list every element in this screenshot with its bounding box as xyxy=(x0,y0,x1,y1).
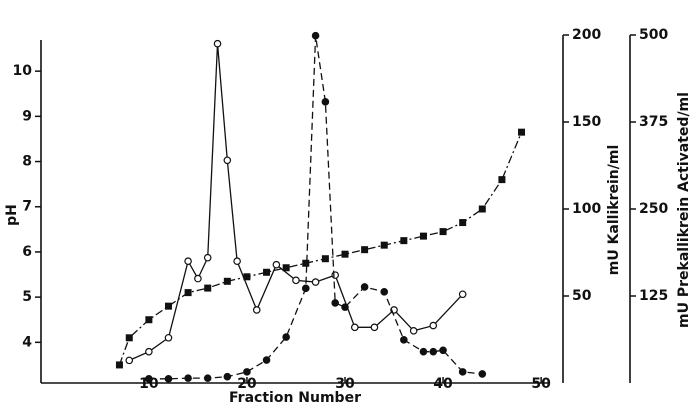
point xyxy=(194,274,202,283)
point xyxy=(439,228,447,236)
point xyxy=(292,276,300,285)
point xyxy=(282,264,290,272)
y2-tick-label: 200 xyxy=(572,27,601,43)
point xyxy=(498,176,506,184)
point xyxy=(409,326,418,335)
point xyxy=(184,289,192,297)
point xyxy=(478,205,486,213)
point xyxy=(184,374,192,382)
point xyxy=(272,260,281,269)
point xyxy=(458,290,467,299)
point xyxy=(321,98,330,106)
y-tick-label: 10 xyxy=(13,63,33,79)
point xyxy=(125,356,134,365)
y-tick-label: 7 xyxy=(22,199,32,215)
point xyxy=(223,277,231,285)
point xyxy=(458,368,467,376)
point xyxy=(429,321,438,330)
y3-axis-label: mU Prekallikrein Activated/ml xyxy=(676,92,692,328)
point xyxy=(145,375,153,383)
point xyxy=(125,334,133,342)
point xyxy=(115,361,123,369)
y3-tick-label: 125 xyxy=(639,288,668,304)
point xyxy=(213,39,222,48)
point xyxy=(331,271,339,279)
y3-tick-label: 500 xyxy=(639,27,668,43)
point xyxy=(351,323,359,332)
y-axis-label: pH xyxy=(4,204,20,226)
point xyxy=(252,306,261,314)
point xyxy=(203,374,212,382)
point xyxy=(400,336,408,344)
point xyxy=(243,273,251,281)
point xyxy=(302,259,310,267)
point xyxy=(233,257,241,266)
point xyxy=(243,368,251,376)
y2-tick-label: 100 xyxy=(572,201,601,217)
point xyxy=(145,316,153,324)
point xyxy=(429,347,438,356)
point xyxy=(341,303,349,311)
point xyxy=(361,246,369,254)
point xyxy=(282,333,290,341)
y-tick-label: 8 xyxy=(22,154,32,170)
point xyxy=(262,356,271,364)
point xyxy=(204,284,212,292)
point xyxy=(419,347,428,356)
point xyxy=(419,232,427,240)
point xyxy=(478,370,487,378)
y2-tick-label: 150 xyxy=(572,114,601,130)
x-tick-label: 30 xyxy=(335,376,355,392)
y-tick-label: 5 xyxy=(22,289,32,305)
point xyxy=(518,128,526,136)
point xyxy=(301,284,310,293)
x-tick-label: 40 xyxy=(433,376,453,392)
point xyxy=(311,31,320,40)
point xyxy=(223,372,232,381)
point xyxy=(145,347,153,356)
x-tick-label: 50 xyxy=(531,376,551,392)
x-tick-label: 20 xyxy=(237,376,257,392)
point xyxy=(263,268,271,276)
y-tick-label: 6 xyxy=(22,244,32,260)
point xyxy=(223,156,232,165)
point xyxy=(311,278,320,286)
point xyxy=(370,323,379,332)
point xyxy=(203,253,212,262)
x-axis-label: Fraction Number xyxy=(229,390,361,406)
point xyxy=(164,302,172,310)
point xyxy=(184,257,192,266)
y2-axis-label: mU Kallikrein/ml xyxy=(606,145,622,276)
point xyxy=(459,219,467,227)
point xyxy=(164,375,173,383)
point xyxy=(380,288,389,296)
point xyxy=(360,283,369,291)
point xyxy=(439,346,447,355)
point xyxy=(331,299,339,307)
point xyxy=(164,333,173,342)
series-line xyxy=(118,131,523,366)
point xyxy=(341,250,349,258)
x-tick-label: 10 xyxy=(139,376,159,392)
point xyxy=(400,237,408,245)
point xyxy=(380,241,388,249)
point xyxy=(321,255,329,263)
y-tick-label: 4 xyxy=(22,334,32,350)
y3-tick-label: 375 xyxy=(639,114,668,130)
y-tick-label: 9 xyxy=(22,108,32,124)
y3-tick-label: 250 xyxy=(639,201,668,217)
y2-tick-label: 50 xyxy=(572,288,592,304)
